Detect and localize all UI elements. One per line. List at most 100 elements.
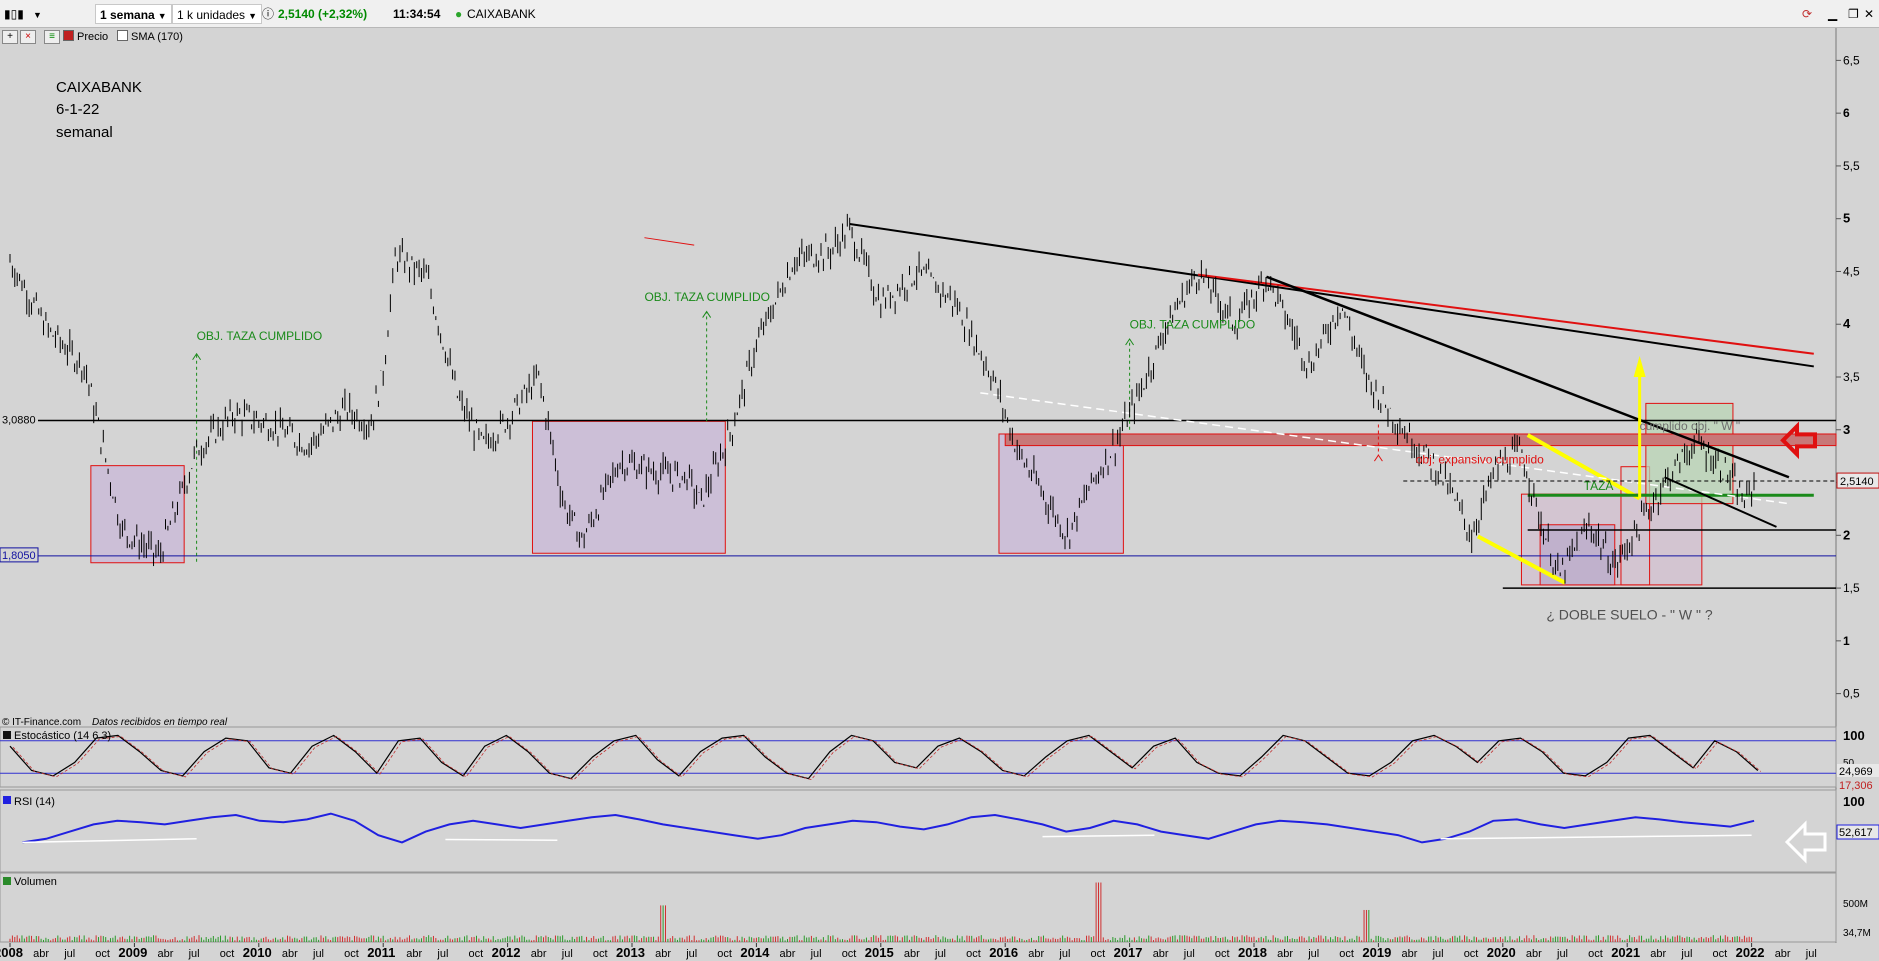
chart-title: CAIXABANK bbox=[56, 79, 142, 96]
rsi-value-tag bbox=[1836, 824, 1879, 840]
x-year-label: 2008 bbox=[0, 945, 23, 960]
minimize-icon[interactable]: ▁ bbox=[1828, 7, 1838, 21]
x-month-label: abr bbox=[33, 948, 49, 960]
close-icon[interactable]: ✕ bbox=[1864, 7, 1875, 21]
attribution-note: Datos recibidos en tiempo real bbox=[92, 717, 228, 728]
price-toggle-label: Precio bbox=[77, 31, 109, 43]
y-tick-label: 3,5 bbox=[1843, 370, 1860, 384]
trend-line bbox=[1664, 476, 1777, 528]
stochastic-value: 24,969 bbox=[1839, 766, 1873, 778]
x-year-label: 2012 bbox=[492, 945, 521, 960]
status-dot-icon: ● bbox=[455, 7, 463, 21]
attribution: © IT-Finance.com bbox=[2, 717, 81, 728]
x-month-label: abr bbox=[1402, 948, 1418, 960]
x-month-label: abr bbox=[1526, 948, 1542, 960]
y-tick-label: 0,5 bbox=[1843, 687, 1860, 701]
x-month-label: abr bbox=[904, 948, 920, 960]
pattern-box bbox=[531, 420, 726, 554]
volume-value: 34,7M bbox=[1843, 928, 1871, 939]
x-year-label: 2016 bbox=[989, 945, 1018, 960]
rsi-value: 52,617 bbox=[1839, 827, 1873, 839]
resistance-arrow-icon bbox=[1780, 421, 1817, 460]
info-icon[interactable]: ⓘ bbox=[262, 7, 275, 21]
x-axis bbox=[0, 943, 1879, 961]
volume-title: Volumen bbox=[14, 876, 57, 888]
sma-toggle[interactable]: SMA (170) bbox=[117, 30, 183, 43]
last-price-tag bbox=[1836, 472, 1879, 489]
target-arrow-head bbox=[1125, 338, 1135, 346]
yellow-target-head bbox=[1633, 355, 1646, 377]
trend-line bbox=[1526, 433, 1641, 501]
x-year-label: 2021 bbox=[1611, 945, 1640, 960]
quote-time: 11:34:54 bbox=[393, 7, 441, 21]
x-month-label: abr bbox=[1153, 948, 1169, 960]
y-tick-label: 1,5 bbox=[1843, 581, 1860, 595]
sma-toggle-label: SMA (170) bbox=[131, 31, 183, 43]
restore-icon[interactable]: ❐ bbox=[1848, 7, 1859, 21]
instrument-name: CAIXABANK bbox=[467, 7, 536, 21]
edit-indicator-icon[interactable]: ≡ bbox=[44, 30, 60, 44]
price-change: 2,5140 (+2,32%) bbox=[278, 7, 368, 21]
trend-line bbox=[980, 392, 1790, 505]
target-arrow-head bbox=[702, 310, 712, 318]
x-month-label: oct bbox=[593, 948, 608, 960]
add-indicator-icon[interactable]: + bbox=[2, 30, 18, 44]
y-tick-label: 3 bbox=[1843, 422, 1850, 437]
x-month-label: oct bbox=[344, 948, 359, 960]
symbol-selector[interactable]: ▼ bbox=[33, 10, 42, 20]
stochastic-tick: 100 bbox=[1843, 728, 1865, 743]
x-month-label: oct bbox=[1339, 948, 1354, 960]
interval-label: 1 semana bbox=[100, 8, 155, 22]
level-label: 1,8050 bbox=[2, 550, 36, 562]
y-tick-label: 4 bbox=[1843, 316, 1851, 331]
interval-selector[interactable]: 1 semana ▼ bbox=[95, 4, 172, 24]
price-checkbox[interactable] bbox=[63, 30, 74, 41]
trend-line bbox=[644, 237, 695, 246]
stochastic-signal-value: 17,306 bbox=[1839, 780, 1873, 792]
y-tick-label: 4,5 bbox=[1843, 264, 1860, 278]
chart-type-icon[interactable]: ▮▯▮ bbox=[4, 7, 24, 21]
x-month-label: abr bbox=[531, 948, 547, 960]
annotation-text: OBJ. TAZA CUMPLIDO bbox=[1130, 317, 1256, 331]
x-month-label: jul bbox=[1556, 948, 1568, 960]
price-toggle[interactable]: Precio bbox=[63, 30, 108, 43]
x-month-label: jul bbox=[685, 948, 697, 960]
refresh-icon[interactable]: ⟳ bbox=[1802, 7, 1813, 21]
x-year-label: 2019 bbox=[1362, 945, 1391, 960]
stochastic-value-tag bbox=[1837, 764, 1879, 777]
rsi-arrow-icon bbox=[1784, 820, 1827, 864]
x-month-label: abr bbox=[158, 948, 174, 960]
x-month-label: jul bbox=[1307, 948, 1319, 960]
chart-subtitle-period: semanal bbox=[56, 124, 113, 141]
stochastic-signal-line bbox=[12, 735, 1762, 781]
x-month-label: abr bbox=[406, 948, 422, 960]
rsi-panel bbox=[0, 789, 1837, 873]
volume-legend-swatch bbox=[3, 877, 11, 885]
x-year-label: 2009 bbox=[118, 945, 147, 960]
rsi-trendline bbox=[445, 838, 558, 841]
x-month-label: abr bbox=[282, 948, 298, 960]
stochastic-line bbox=[9, 734, 1759, 780]
level-tag bbox=[0, 412, 38, 427]
target-arrow-head bbox=[192, 352, 202, 361]
x-year-label: 2010 bbox=[243, 945, 272, 960]
indicator-toolbar: + × ≡ Precio SMA (170) bbox=[0, 28, 400, 46]
y-tick-label: 6,5 bbox=[1843, 53, 1860, 67]
sma-checkbox[interactable] bbox=[117, 30, 128, 41]
x-month-label: jul bbox=[1805, 948, 1817, 960]
x-month-label: oct bbox=[717, 948, 732, 960]
resistance-band bbox=[1004, 433, 1837, 447]
x-month-label: jul bbox=[1680, 948, 1692, 960]
annotation-text: TAZA bbox=[1584, 479, 1614, 493]
y-tick-label: 6 bbox=[1843, 106, 1850, 120]
x-month-label: oct bbox=[842, 948, 857, 960]
units-selector[interactable]: 1 k unidades ▼ bbox=[172, 4, 262, 24]
x-year-label: 2013 bbox=[616, 945, 645, 960]
x-year-label: 2017 bbox=[1114, 945, 1143, 960]
x-month-label: oct bbox=[966, 948, 981, 960]
trend-line bbox=[849, 222, 1814, 368]
remove-indicator-icon[interactable]: × bbox=[20, 30, 36, 44]
stochastic-title: Estocástico (14 6 3) bbox=[14, 730, 111, 742]
x-month-label: jul bbox=[63, 948, 75, 960]
